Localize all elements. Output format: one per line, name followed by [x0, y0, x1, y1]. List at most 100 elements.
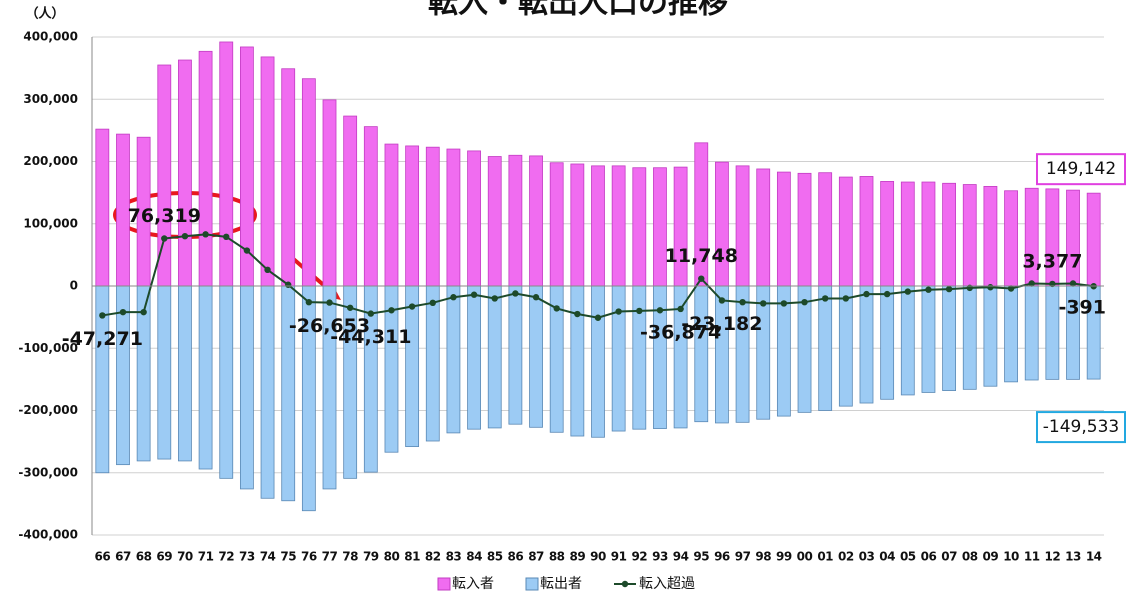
bar: [1004, 190, 1018, 287]
x-tick-label: 14: [1086, 550, 1102, 564]
x-tick-label: 78: [342, 550, 358, 564]
bar: [735, 285, 750, 423]
x-tick-label: 08: [962, 550, 978, 564]
point: [883, 290, 891, 298]
x-tick-label: 71: [198, 550, 214, 564]
x-tick-label: 86: [508, 550, 524, 564]
bar: [487, 156, 502, 287]
x-tick-label: 04: [879, 550, 895, 564]
point: [718, 297, 726, 304]
point: [243, 247, 251, 254]
point: [636, 307, 643, 315]
bar: [219, 41, 234, 287]
bar: [95, 128, 110, 287]
x-tick-label: 69: [156, 550, 172, 564]
point: [512, 290, 519, 297]
x-tick-label: 88: [549, 550, 565, 564]
x-tick-label: 85: [487, 550, 503, 564]
point: [945, 285, 953, 293]
bar: [178, 59, 192, 287]
point: [367, 310, 375, 317]
bar: [239, 285, 254, 490]
x-tick-label: 67: [115, 550, 131, 564]
data-label: -36,874: [640, 321, 721, 343]
y-tick-label: 100,000: [23, 216, 78, 230]
bar: [260, 56, 275, 287]
x-tick-label: 96: [714, 550, 730, 564]
x-tick-label: 05: [900, 550, 916, 564]
bar: [570, 285, 585, 437]
point: [553, 305, 560, 312]
x-tick-label: 12: [1045, 550, 1061, 564]
bar: [467, 150, 481, 287]
x-tick-label: 90: [590, 550, 606, 564]
bar: [632, 167, 647, 287]
bar: [653, 167, 667, 287]
y-tick-label: -100,000: [18, 341, 78, 355]
point: [1049, 280, 1056, 288]
bar: [508, 285, 523, 425]
label-box: [1036, 411, 1126, 444]
x-tick-label: 84: [466, 550, 482, 564]
bar: [776, 171, 791, 287]
data-label: -26,653: [289, 315, 370, 337]
bar: [611, 165, 626, 287]
bar: [508, 154, 523, 287]
bar: [880, 285, 895, 400]
bar: [694, 285, 709, 423]
bar: [673, 166, 688, 287]
point: [305, 298, 313, 306]
data-label: -23,182: [681, 313, 762, 335]
x-tick-label: 00: [797, 550, 813, 564]
point: [140, 308, 147, 316]
point: [780, 300, 788, 307]
x-tick-label: 95: [693, 550, 709, 564]
x-tick-label: 66: [94, 550, 110, 564]
point: [1028, 280, 1035, 287]
point: [326, 299, 333, 306]
bar: [797, 172, 812, 287]
x-tick-label: 99: [776, 550, 792, 564]
x-tick-label: 79: [363, 550, 379, 564]
bar: [198, 285, 213, 470]
point: [739, 298, 746, 306]
point: [491, 295, 498, 302]
point: [1069, 280, 1077, 287]
bar: [405, 145, 420, 287]
point: [161, 235, 168, 242]
bar: [384, 143, 399, 287]
bar: [880, 181, 895, 287]
point: [801, 298, 808, 306]
bar: [818, 285, 833, 411]
legend-label: 転入超過: [639, 576, 695, 592]
bar: [446, 148, 461, 287]
point: [574, 310, 581, 318]
bar: [942, 182, 957, 287]
legend-swatch: [437, 577, 451, 591]
bar: [859, 285, 874, 404]
x-tick-label: 09: [983, 550, 999, 564]
bar: [715, 285, 729, 424]
point: [119, 308, 127, 316]
x-tick-label: 13: [1065, 550, 1081, 564]
bar: [756, 168, 771, 287]
x-tick-label: 81: [404, 550, 420, 564]
x-tick-label: 70: [177, 550, 193, 564]
x-tick-label: 11: [1024, 550, 1040, 564]
x-tick-label: 91: [611, 550, 627, 564]
bar: [983, 185, 998, 287]
legend-label: 転入者: [452, 576, 494, 592]
point: [656, 307, 664, 314]
point: [698, 275, 705, 282]
bar: [178, 285, 192, 462]
point: [987, 284, 994, 291]
x-tick-label: 02: [838, 550, 854, 564]
data-label: 3,377: [1022, 250, 1082, 272]
x-tick-label: 94: [673, 550, 689, 564]
bar: [962, 184, 977, 287]
bar: [425, 285, 440, 442]
point: [677, 305, 684, 313]
x-tick-label: 92: [631, 550, 647, 564]
data-label: 11,748: [665, 245, 738, 267]
bar: [549, 162, 564, 287]
